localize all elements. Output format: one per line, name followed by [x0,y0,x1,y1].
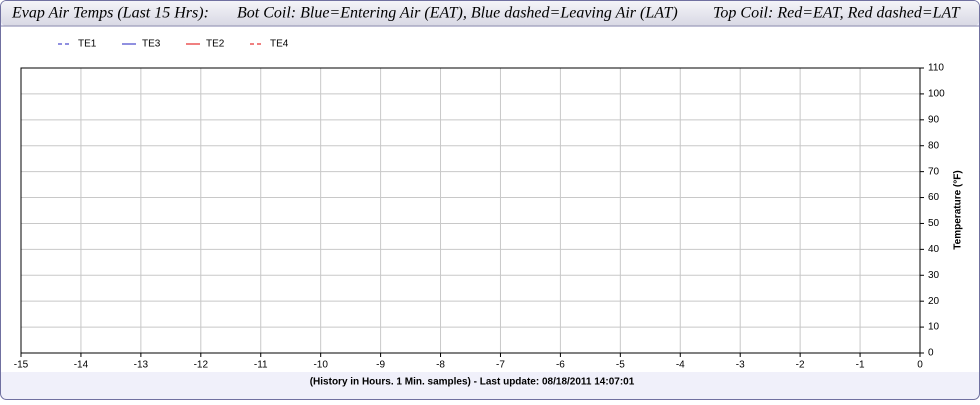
y-tick-label: 0 [928,348,934,359]
x-tick-label: -11 [254,360,268,371]
y-tick-label: 50 [928,218,940,229]
x-tick-label: -3 [736,360,745,371]
legend-label: TE1 [78,39,97,50]
title-bar [1,1,979,26]
x-tick-label: -2 [796,360,805,371]
x-tick-label: -13 [134,360,149,371]
x-tick-label: -10 [313,360,328,371]
x-tick-label: -1 [856,360,865,371]
x-tick-label: -14 [74,360,89,371]
chart-title: Bot Coil: Blue=Entering Air (EAT), Blue … [237,5,678,22]
x-tick-label: 0 [917,360,923,371]
x-tick-label: -9 [376,360,385,371]
y-tick-label: 80 [928,140,940,151]
y-axis-label: Temperature (°F) [953,170,964,249]
x-tick-label: -8 [436,360,445,371]
y-tick-label: 30 [928,270,940,281]
chart-title: Top Coil: Red=EAT, Red dashed=LAT [713,5,961,22]
y-tick-label: 60 [928,192,940,203]
x-tick-label: -5 [616,360,625,371]
x-tick-label: -7 [496,360,505,371]
y-tick-label: 70 [928,166,940,177]
x-axis-label: (History in Hours. 1 Min. samples) - Las… [310,377,635,388]
chart-title: Evap Air Temps (Last 15 Hrs): [11,5,209,22]
y-tick-label: 10 [928,322,940,333]
x-tick-label: -15 [14,360,29,371]
x-tick-label: -12 [194,360,209,371]
legend-label: TE2 [206,39,225,50]
x-tick-label: -4 [676,360,685,371]
chart-area [1,27,979,372]
x-tick-label: -6 [556,360,565,371]
legend-label: TE4 [270,39,289,50]
y-tick-label: 40 [928,244,940,255]
plot-border [20,67,921,354]
y-tick-label: 20 [928,296,940,307]
y-tick-label: 90 [928,114,940,125]
legend-label: TE3 [142,39,161,50]
y-tick-label: 110 [928,63,944,74]
y-tick-label: 100 [928,89,945,100]
